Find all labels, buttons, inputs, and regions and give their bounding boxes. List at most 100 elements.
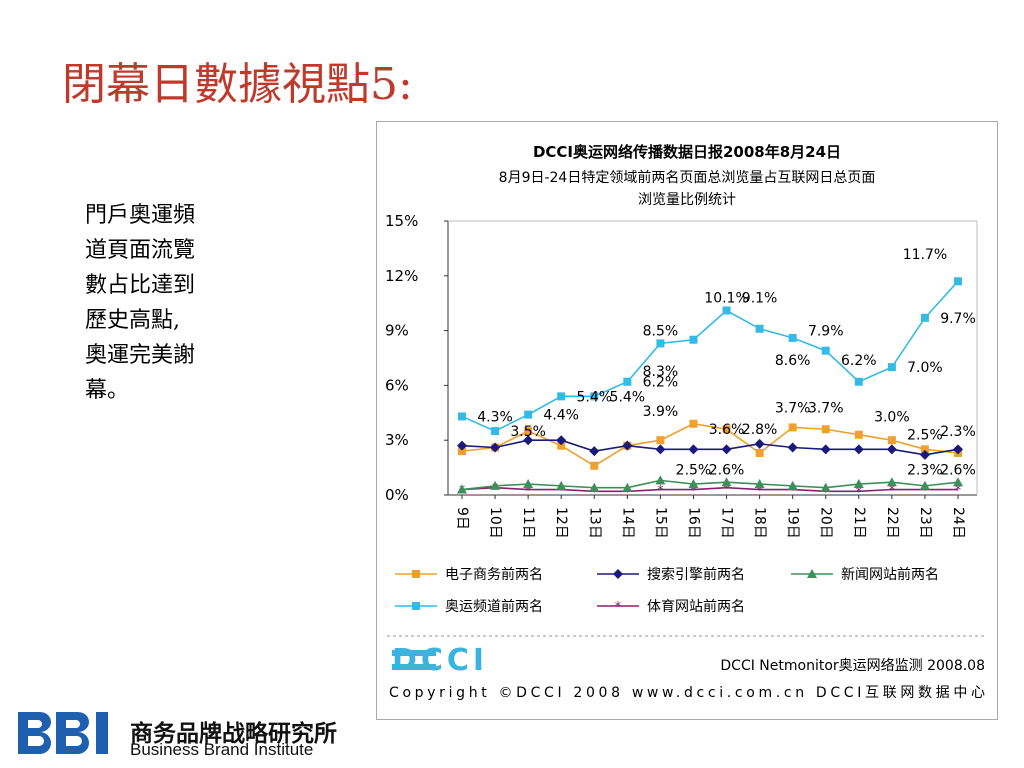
data-point — [688, 444, 699, 455]
data-point — [590, 392, 599, 401]
data-point — [721, 444, 732, 455]
data-point — [458, 412, 466, 421]
x-tick-label: 13日 — [586, 507, 602, 539]
data-point — [655, 444, 666, 455]
data-point — [622, 482, 633, 492]
data-point — [721, 477, 732, 487]
data-point — [953, 477, 963, 487]
data-point: * — [856, 485, 863, 500]
data-label: 11.7% — [903, 247, 947, 263]
data-point — [755, 448, 764, 457]
x-tick-label: 24日 — [950, 507, 966, 539]
data-label: 6.2% — [841, 353, 877, 369]
data-point: * — [657, 484, 664, 499]
data-point — [954, 277, 962, 286]
data-point: * — [624, 485, 631, 500]
data-point — [754, 479, 765, 489]
data-point — [623, 377, 632, 386]
data-point — [754, 438, 765, 449]
data-label: 3.7% — [808, 400, 844, 416]
x-tick-label: 16日 — [685, 507, 701, 539]
data-point — [689, 419, 698, 428]
data-point — [920, 445, 929, 454]
x-tick-label: 17日 — [719, 507, 735, 539]
x-tick-label: 19日 — [785, 507, 801, 539]
legend-label: 搜索引擎前两名 — [647, 566, 745, 583]
data-point — [853, 444, 864, 455]
data-point — [557, 392, 566, 401]
data-label: 5.4% — [576, 389, 612, 405]
series-line-1 — [461, 422, 959, 467]
x-tick-label: 9日 — [454, 507, 470, 530]
data-label: 8.3% — [643, 364, 679, 380]
side-text-line: 幕。 — [85, 378, 130, 403]
data-point — [755, 324, 764, 333]
legend-label: 体育网站前两名 — [647, 598, 745, 615]
data-point: * — [756, 484, 763, 499]
series-line-5 — [461, 486, 958, 493]
data-point — [722, 425, 731, 434]
y-tick-label: 0% — [385, 486, 409, 504]
data-point — [622, 440, 633, 451]
line-chart: DCCI奥运网络传播数据日报2008年8月24日 8月9日-24日特定领域前两名页… — [385, 143, 987, 701]
data-label: 3.6% — [709, 422, 745, 438]
data-point — [556, 480, 567, 490]
dcci-logo-text: DCCI — [392, 643, 488, 678]
data-point — [821, 425, 830, 434]
data-point — [689, 335, 698, 344]
x-tick-label: 11日 — [520, 507, 536, 539]
data-point — [457, 440, 467, 451]
data-point — [557, 441, 566, 450]
series-line-2 — [461, 439, 959, 456]
data-point — [854, 377, 863, 386]
x-tick-label: 22日 — [884, 507, 900, 539]
series-line-3 — [461, 479, 959, 491]
data-point: * — [690, 484, 697, 499]
legend-label: 奥运频道前两名 — [445, 598, 543, 615]
dcci-logo-bar — [392, 650, 436, 656]
y-tick-label: 9% — [385, 322, 409, 340]
data-point: * — [723, 482, 730, 497]
data-point — [886, 477, 897, 487]
series-line-4 — [461, 280, 959, 432]
x-tick-label: 15日 — [652, 507, 668, 539]
data-point — [820, 482, 831, 492]
chart-title: DCCI奥运网络传播数据日报2008年8月24日 — [533, 143, 841, 161]
logo-name-cn: 商务品牌战略研究所 — [130, 721, 337, 747]
data-point: * — [789, 484, 796, 499]
x-tick-label: 18日 — [752, 507, 768, 539]
data-point — [590, 461, 599, 470]
data-point — [688, 479, 699, 489]
legend-marker: * — [615, 600, 622, 615]
slide-title: 閉幕日數據視點5: — [62, 59, 413, 110]
data-point — [787, 480, 798, 490]
bbi-logo-mark — [18, 712, 108, 754]
data-label: 7.0% — [907, 360, 943, 376]
x-tick-label: 21日 — [851, 507, 867, 539]
footer-monitor: DCCI Netmonitor奥运网络监测 2008.08 — [720, 657, 985, 674]
x-tick-label: 10日 — [487, 507, 503, 539]
data-point — [887, 436, 896, 445]
data-point — [887, 363, 896, 372]
bbi-letters — [18, 712, 108, 754]
data-label: 5.4% — [610, 389, 646, 405]
legend-marker — [412, 602, 420, 610]
legend-marker — [613, 569, 623, 579]
chart-subtitle: 8月9日-24日特定领域前两名页面总浏览量占互联网日总页面 — [499, 169, 876, 186]
side-text-line: 門戶奧運頻 — [85, 203, 196, 228]
data-label: 2.5% — [676, 462, 712, 478]
data-point — [490, 480, 501, 490]
data-label: 2.6% — [940, 462, 976, 478]
data-label: 2.3% — [907, 462, 943, 478]
legend-marker — [807, 569, 817, 578]
data-label: 4.3% — [477, 409, 513, 425]
data-label: 2.3% — [940, 424, 976, 440]
data-point — [953, 444, 963, 455]
data-point — [458, 447, 466, 456]
logo-name-en: Business Brand Institute — [130, 740, 314, 759]
y-tick-label: 12% — [385, 267, 418, 285]
legend-label: 新闻网站前两名 — [841, 566, 939, 583]
data-label: 3.5% — [510, 424, 546, 440]
data-point — [524, 410, 533, 419]
data-point — [523, 479, 534, 489]
